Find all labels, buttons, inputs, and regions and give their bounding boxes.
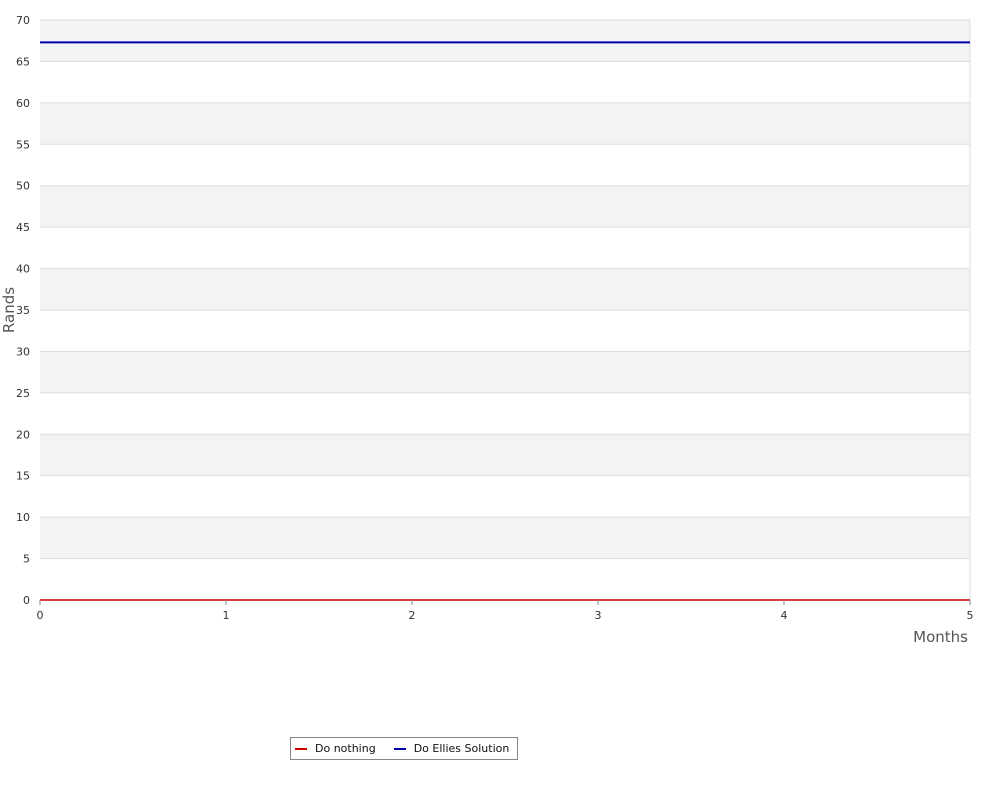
grid-band <box>40 351 970 393</box>
legend-label-do-ellies-solution: Do Ellies Solution <box>413 742 510 755</box>
y-tick-label: 15 <box>16 470 30 483</box>
y-tick-label: 5 <box>23 553 30 566</box>
grid-band <box>40 102 970 145</box>
legend-item-do-nothing: Do nothing <box>295 742 376 755</box>
grid-band <box>40 227 970 269</box>
y-tick-label: 20 <box>16 428 30 441</box>
grid-band <box>40 475 970 518</box>
grid-band <box>40 310 970 352</box>
grid-band <box>40 434 970 476</box>
y-tick-label: 70 <box>16 14 30 27</box>
legend-label-do-nothing: Do nothing <box>315 742 376 755</box>
y-tick-label: 50 <box>16 180 30 193</box>
grid-band <box>40 144 970 186</box>
grid-band <box>40 392 970 435</box>
grid-band <box>40 61 970 103</box>
x-tick-label: 4 <box>781 609 788 622</box>
y-tick-label: 65 <box>16 55 30 68</box>
grid-lines <box>40 19 971 601</box>
x-tick-label: 5 <box>967 609 974 622</box>
x-axis-title: Months <box>913 628 968 646</box>
series-layer <box>40 41 970 601</box>
legend: Do nothing Do Ellies Solution <box>290 737 519 760</box>
y-tick-label: 60 <box>16 97 30 110</box>
y-tick-label: 10 <box>16 511 30 524</box>
grid-band <box>40 20 970 62</box>
legend-swatch-do-ellies-solution <box>393 747 406 750</box>
y-tick-label: 35 <box>16 304 30 317</box>
y-tick-label: 55 <box>16 138 30 151</box>
x-axis-ticks: 0 1 2 3 4 5 <box>37 600 974 622</box>
legend-swatch-do-nothing <box>295 747 307 750</box>
x-tick-label: 1 <box>223 609 230 622</box>
grid-band <box>40 558 970 600</box>
grid-bands <box>40 20 970 600</box>
y-tick-label: 0 <box>23 594 30 607</box>
y-tick-label: 40 <box>16 263 30 276</box>
grid-band <box>40 185 970 228</box>
x-tick-label: 2 <box>409 609 416 622</box>
legend-item-do-ellies-solution: Do Ellies Solution <box>393 742 510 755</box>
y-axis-ticks: 0 5 10 15 20 25 30 35 40 45 50 55 60 65 70 <box>16 14 30 607</box>
y-tick-label: 45 <box>16 221 30 234</box>
y-axis-title: Rands <box>0 287 18 333</box>
x-tick-label: 3 <box>595 609 602 622</box>
grid-band <box>40 517 970 559</box>
y-tick-label: 30 <box>16 345 30 358</box>
y-tick-label: 25 <box>16 387 30 400</box>
grid-band <box>40 268 970 310</box>
x-tick-label: 0 <box>37 609 44 622</box>
